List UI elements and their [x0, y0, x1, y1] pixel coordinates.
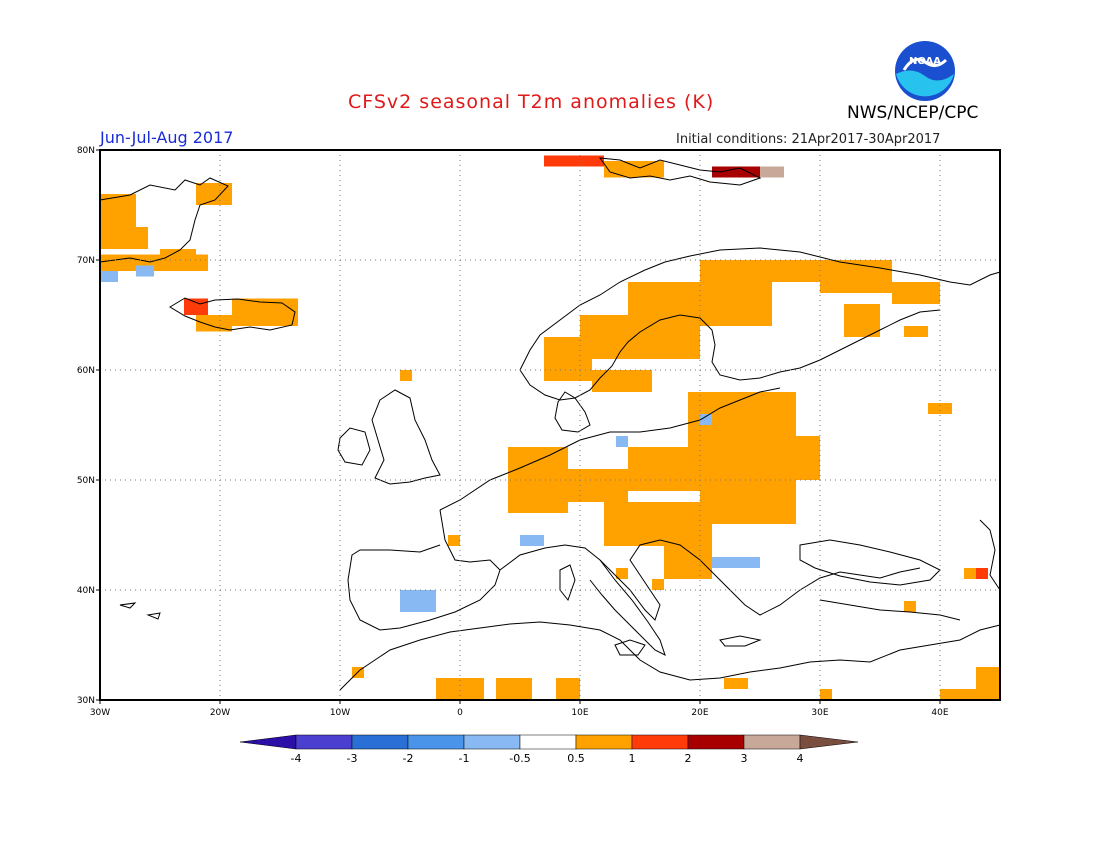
colorbar-label: -0.5 — [509, 752, 530, 765]
colorbar-label: 2 — [685, 752, 692, 765]
anomaly-cell — [844, 304, 880, 337]
anomaly-cell — [928, 403, 952, 414]
lat-tick-label: 50N — [77, 476, 95, 486]
colorbar-segment — [463, 734, 521, 750]
colorbar-segment — [407, 734, 465, 750]
longitude-ticks: 30W 20W 10W 0 10E 20E 30E 40E — [90, 700, 949, 718]
colorbar-label: 3 — [741, 752, 748, 765]
lat-tick-label: 30N — [77, 696, 95, 706]
anomaly-cell — [436, 678, 484, 700]
anomaly-cell — [196, 183, 232, 205]
lon-tick-label: 30E — [811, 708, 828, 718]
anomaly-cell — [616, 436, 628, 447]
anomaly-cell — [712, 166, 760, 178]
colorbar-right-arrow — [799, 734, 859, 750]
anomaly-cell — [820, 260, 892, 293]
anomaly-cell — [616, 568, 628, 579]
anomaly-cell — [400, 370, 412, 381]
colorbar-left-arrow — [239, 734, 297, 750]
anomaly-cell — [904, 326, 928, 337]
lon-tick-label: 20E — [691, 708, 708, 718]
coastlines — [99, 157, 1001, 691]
anomaly-cell — [592, 370, 652, 392]
anomaly-cell — [904, 601, 916, 612]
anomaly-cell — [748, 436, 820, 480]
anomaly-cell — [820, 689, 832, 700]
anomaly-cell — [604, 161, 664, 178]
anomaly-cell — [976, 568, 988, 579]
colorbar-segment — [687, 734, 745, 750]
anomaly-cell — [160, 249, 196, 260]
anomaly-cell — [544, 155, 604, 167]
colorbar-segment — [575, 734, 633, 750]
anomaly-cell — [568, 469, 628, 502]
anomaly-cell — [136, 265, 154, 277]
anomaly-cell — [556, 678, 580, 700]
anomaly-cell — [448, 535, 460, 546]
anomaly-cell — [184, 298, 208, 315]
anomaly-cell — [520, 535, 544, 546]
agency-label: NWS/NCEP/CPC — [847, 103, 979, 123]
lon-tick-label: 0 — [457, 708, 463, 718]
colorbar-segment — [351, 734, 409, 750]
lon-tick-label: 10E — [571, 708, 588, 718]
anomaly-cell — [940, 689, 1000, 700]
anomaly-cell — [700, 260, 820, 282]
latitude-ticks: 80N 70N 60N 50N 40N 30N — [77, 146, 100, 706]
anomaly-cell — [724, 678, 748, 689]
anomaly-cell — [508, 447, 568, 513]
lat-tick-label: 60N — [77, 366, 95, 376]
noaa-logo: NOAA — [895, 41, 955, 101]
map-panel — [99, 149, 1001, 701]
anomaly-cell — [100, 271, 118, 282]
colorbar-segment — [295, 734, 353, 750]
anomaly-layer — [100, 155, 1000, 700]
anomaly-cell — [976, 667, 1000, 689]
lat-tick-label: 70N — [77, 256, 95, 266]
colorbar-segment — [743, 734, 801, 750]
anomaly-cell — [100, 227, 148, 249]
logo-text: NOAA — [909, 56, 941, 67]
anomaly-cell — [760, 166, 784, 178]
anomaly-cell — [748, 513, 796, 524]
anomaly-cell — [196, 315, 232, 332]
colorbar-label: -4 — [291, 752, 302, 765]
anomaly-cell — [892, 282, 940, 304]
lat-tick-label: 80N — [77, 146, 95, 156]
colorbar-segment — [631, 734, 689, 750]
colorbar-label: -1 — [459, 752, 470, 765]
anomaly-cell — [700, 414, 712, 425]
anomaly-cell — [964, 568, 976, 579]
anomaly-cell — [712, 557, 760, 568]
anomaly-cell — [628, 282, 772, 326]
map-frame — [99, 149, 1001, 701]
lon-tick-label: 30W — [90, 708, 110, 718]
lon-tick-label: 40E — [931, 708, 948, 718]
season-label: Jun-Jul-Aug 2017 — [100, 128, 234, 147]
colorbar-segment — [519, 734, 577, 750]
anomaly-cell — [496, 678, 532, 700]
lon-tick-label: 20W — [210, 708, 230, 718]
colorbar: -4 -3 -2 -1 -0.5 0.5 1 2 3 4 — [239, 734, 859, 765]
map-grid — [100, 150, 1000, 700]
map-title: CFSv2 seasonal T2m anomalies (K) — [348, 91, 715, 113]
initial-conditions-label: Initial conditions: 21Apr2017-30Apr2017 — [676, 132, 941, 147]
lat-tick-label: 40N — [77, 586, 95, 596]
lon-tick-label: 10W — [330, 708, 350, 718]
anomaly-cell — [232, 298, 298, 326]
anomaly-cell — [652, 579, 664, 590]
colorbar-label: 1 — [629, 752, 636, 765]
colorbar-label: 4 — [797, 752, 804, 765]
colorbar-label: 0.5 — [567, 752, 585, 765]
colorbar-label: -2 — [403, 752, 414, 765]
colorbar-label: -3 — [347, 752, 358, 765]
anomaly-cell — [400, 590, 436, 612]
